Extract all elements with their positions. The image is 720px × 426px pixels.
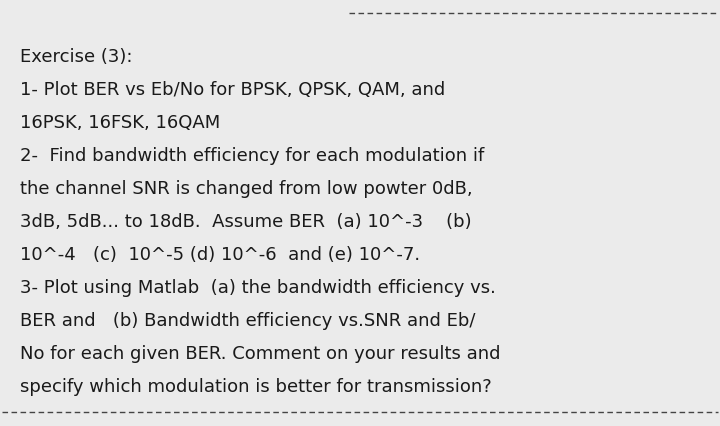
Text: the channel SNR is changed from low powter 0dB,: the channel SNR is changed from low powt… (20, 180, 473, 198)
Text: Exercise (3):: Exercise (3): (20, 48, 132, 66)
Text: 16PSK, 16FSK, 16QAM: 16PSK, 16FSK, 16QAM (20, 114, 220, 132)
Text: 3dB, 5dB... to 18dB.  Assume BER  (a) 10^-3    (b): 3dB, 5dB... to 18dB. Assume BER (a) 10^-… (20, 213, 472, 230)
Text: 10^-4   (c)  10^-5 (d) 10^-6  and (e) 10^-7.: 10^-4 (c) 10^-5 (d) 10^-6 and (e) 10^-7. (20, 245, 420, 263)
Text: 3- Plot using Matlab  (a) the bandwidth efficiency vs.: 3- Plot using Matlab (a) the bandwidth e… (20, 278, 496, 296)
Text: No for each given BER. Comment on your results and: No for each given BER. Comment on your r… (20, 344, 500, 362)
Text: specify which modulation is better for transmission?: specify which modulation is better for t… (20, 377, 492, 395)
Text: 1- Plot BER vs Eb/No for BPSK, QPSK, QAM, and: 1- Plot BER vs Eb/No for BPSK, QPSK, QAM… (20, 81, 446, 99)
Text: BER and   (b) Bandwidth efficiency vs.SNR and Eb/: BER and (b) Bandwidth efficiency vs.SNR … (20, 311, 476, 329)
Text: 2-  Find bandwidth efficiency for each modulation if: 2- Find bandwidth efficiency for each mo… (20, 147, 485, 164)
